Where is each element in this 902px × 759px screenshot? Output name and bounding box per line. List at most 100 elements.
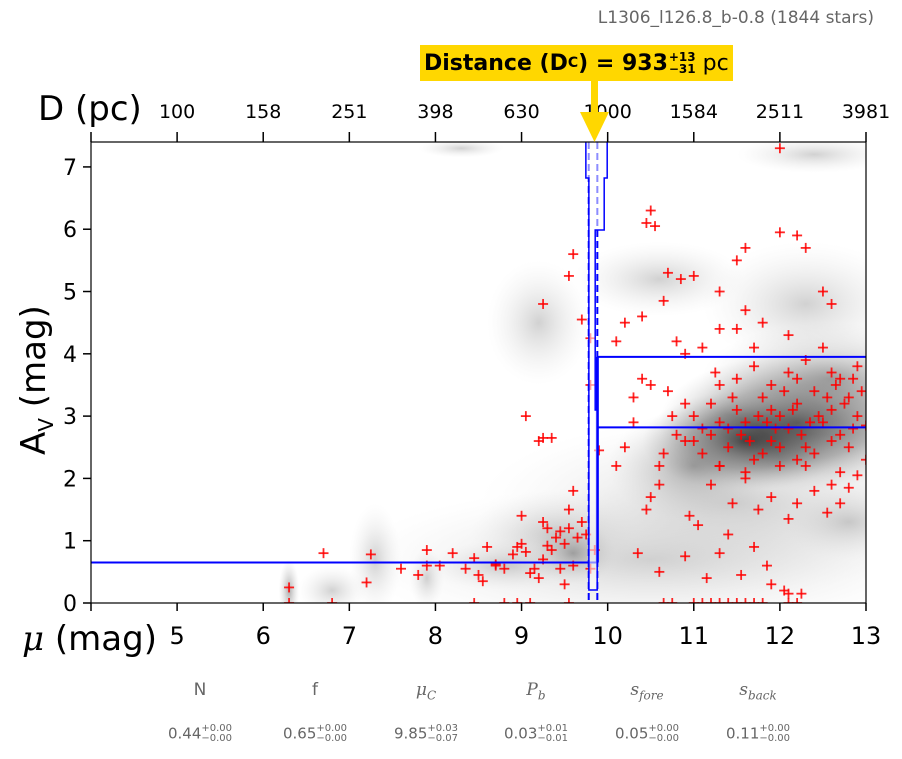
star-marker xyxy=(641,217,652,228)
star-marker xyxy=(766,404,777,415)
star-marker xyxy=(619,317,630,328)
y-label-main: A xyxy=(14,432,54,455)
star-marker xyxy=(779,386,790,397)
star-marker xyxy=(632,548,643,559)
density-blob xyxy=(409,546,445,603)
x-tick-label: 12 xyxy=(765,622,796,650)
star-marker xyxy=(774,143,785,154)
distance-value: ) = 933 xyxy=(578,50,668,76)
star-marker xyxy=(805,417,816,428)
star-marker xyxy=(757,598,768,603)
star-marker xyxy=(835,467,846,478)
star-marker xyxy=(740,305,751,316)
star-marker xyxy=(809,386,820,397)
star-marker xyxy=(520,411,531,422)
star-marker xyxy=(538,298,549,309)
star-marker xyxy=(572,532,583,543)
parameter-value: 9.85 +0.03 −0.07 xyxy=(393,723,459,744)
star-marker xyxy=(499,563,510,574)
distance-arrow-icon xyxy=(580,81,609,142)
star-marker xyxy=(766,379,777,390)
star-marker xyxy=(559,579,570,590)
star-marker xyxy=(792,398,803,409)
star-marker xyxy=(697,423,708,434)
star-marker xyxy=(714,460,725,471)
star-marker xyxy=(628,392,639,403)
star-marker xyxy=(826,479,837,490)
star-marker xyxy=(706,398,716,409)
star-marker xyxy=(671,429,682,440)
distance-errors: +13 −31 xyxy=(669,51,696,75)
star-marker xyxy=(662,386,673,397)
density-blob xyxy=(297,565,367,603)
star-marker xyxy=(761,417,772,428)
star-marker xyxy=(774,411,785,422)
star-marker xyxy=(749,361,760,372)
star-marker xyxy=(701,573,712,584)
parameter-name: μC xyxy=(415,680,437,703)
star-marker xyxy=(809,485,820,496)
star-marker xyxy=(516,538,527,549)
star-marker xyxy=(688,598,699,603)
star-marker xyxy=(822,507,833,518)
star-marker xyxy=(563,504,574,515)
star-marker xyxy=(783,330,794,341)
star-marker xyxy=(822,392,833,403)
star-marker xyxy=(611,336,622,347)
star-marker xyxy=(740,242,751,253)
star-marker xyxy=(697,342,708,353)
parameter-2: μC 9.85 +0.03 −0.07 xyxy=(366,676,486,744)
star-marker xyxy=(520,546,531,557)
star-marker xyxy=(727,392,738,403)
distance-tick-label: 1584 xyxy=(670,101,718,123)
star-marker xyxy=(688,270,699,281)
x-tick-label: 9 xyxy=(514,622,529,650)
parameter-value: 0.44 +0.00 −0.00 xyxy=(167,723,233,744)
star-marker xyxy=(525,598,536,603)
density-blob xyxy=(487,260,591,385)
y-tick-label: 5 xyxy=(63,281,77,306)
distance-tick-label: 158 xyxy=(245,101,281,123)
star-marker xyxy=(551,532,561,543)
star-marker xyxy=(529,563,540,574)
star-marker xyxy=(848,423,859,434)
star-marker xyxy=(671,336,682,347)
star-marker xyxy=(817,417,828,428)
star-marker xyxy=(740,598,751,603)
star-marker xyxy=(645,379,656,390)
star-marker xyxy=(800,460,811,471)
star-marker xyxy=(447,548,458,559)
star-marker xyxy=(740,467,751,478)
star-marker xyxy=(723,423,734,434)
star-marker xyxy=(533,573,544,584)
star-marker xyxy=(731,255,742,266)
star-marker xyxy=(675,274,686,285)
star-marker xyxy=(848,373,859,384)
star-marker xyxy=(563,598,574,603)
y-tick-label: 6 xyxy=(63,218,77,243)
parameter-value: 0.65 +0.00 −0.00 xyxy=(282,723,348,744)
star-marker xyxy=(861,454,866,465)
star-marker xyxy=(757,317,768,328)
star-marker xyxy=(477,576,488,587)
x-tick-label: 7 xyxy=(342,622,357,650)
star-marker xyxy=(723,598,734,603)
star-marker xyxy=(538,517,549,528)
parameter-name: Pb xyxy=(526,680,546,703)
star-marker xyxy=(538,432,549,443)
density-blob xyxy=(349,503,401,603)
star-marker xyxy=(680,436,691,447)
star-marker xyxy=(568,249,579,260)
parameter-value: 0.03 +0.01 −0.01 xyxy=(503,723,569,744)
star-marker xyxy=(706,598,716,603)
density-blob xyxy=(573,241,746,317)
star-marker xyxy=(628,417,639,428)
x-tick-label: 5 xyxy=(169,622,184,650)
star-marker xyxy=(800,442,811,453)
star-marker xyxy=(796,429,807,440)
x-tick-label: 10 xyxy=(592,622,623,650)
star-marker xyxy=(714,548,725,559)
star-marker xyxy=(843,482,854,493)
star-marker xyxy=(813,411,824,422)
parameter-value: 0.11 +0.00 −0.00 xyxy=(725,723,791,744)
